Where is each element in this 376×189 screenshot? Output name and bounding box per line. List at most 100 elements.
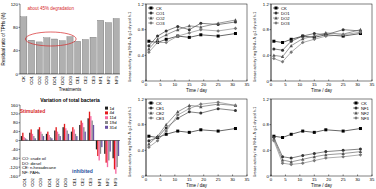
x-label: Time / day [311, 183, 333, 188]
x-tick-label: CE2 [80, 177, 85, 186]
legend-line [148, 13, 154, 14]
x-label: Time / day [186, 88, 208, 93]
marker [165, 29, 168, 32]
x-tick-label: 15 [187, 177, 192, 182]
x-tick [247, 175, 248, 177]
marker [341, 152, 344, 155]
bar [57, 132, 58, 141]
marker [234, 27, 238, 31]
x-tick-label: CE1 [72, 177, 77, 186]
bar [35, 138, 36, 140]
x-tick [357, 175, 358, 177]
legend-swatch [105, 116, 108, 119]
marker [281, 55, 284, 58]
x-tick-label: CK [21, 76, 26, 82]
marker [301, 161, 305, 165]
x-tick [285, 80, 286, 82]
bar [40, 132, 41, 141]
marker [165, 133, 168, 136]
bar [42, 134, 43, 141]
bar [51, 138, 52, 140]
x-tick-label: 5 [284, 177, 287, 182]
y-tick [19, 122, 21, 123]
legend-marker [275, 7, 278, 10]
panel: Urease activity / mg NH4+-N g-1 dry soil… [253, 97, 375, 189]
legend-marker [150, 102, 153, 105]
marker [156, 35, 159, 38]
x-tick [160, 80, 161, 82]
marker [281, 49, 284, 52]
x-tick-label: 10 [297, 177, 302, 182]
y-tick-label: 1.2 [263, 97, 270, 102]
bar [93, 125, 94, 141]
legend-marker [149, 21, 153, 25]
x-tick-label: CO2 [37, 75, 42, 84]
marker [188, 28, 191, 31]
marker [290, 40, 293, 43]
y-tick [19, 105, 21, 106]
y-tick-label: 0.4 [138, 53, 145, 58]
x-tick-label: DO2 [60, 75, 65, 84]
x-tick-label: CO3 [38, 177, 43, 186]
marker [147, 135, 150, 138]
x-tick [314, 175, 315, 177]
bar [96, 141, 97, 150]
marker [164, 129, 168, 133]
title: Variation of total bacteria [40, 97, 100, 103]
x-tick-label: CE1 [75, 75, 80, 84]
bar [90, 37, 96, 74]
marker [289, 50, 293, 54]
y-tick-label: -80 [12, 156, 19, 161]
marker [147, 142, 150, 145]
marker [342, 28, 345, 31]
bar [21, 17, 27, 74]
bar [89, 112, 90, 141]
y-tick-label: 80 [13, 25, 18, 30]
y-tick-label: 0.8 [263, 27, 270, 32]
y-tick [19, 50, 21, 51]
bar [71, 132, 72, 141]
x-tick-label: 0 [270, 82, 273, 87]
marker [234, 109, 237, 112]
marker [156, 134, 159, 137]
marker [341, 32, 344, 35]
marker [342, 149, 345, 152]
bar [46, 134, 47, 141]
marker [313, 34, 316, 37]
legend-line [273, 13, 279, 14]
x-tick-label: NF1 [98, 75, 103, 84]
line [149, 28, 236, 52]
x-tick [203, 80, 204, 82]
x-tick-label: 35 [245, 177, 250, 182]
line [274, 129, 361, 138]
x-tick-label: 30 [230, 82, 235, 87]
x-tick [232, 175, 233, 177]
y-label: Urease activity / mg NH4+-N g-1 dry soil… [253, 12, 257, 82]
x-tick-label: NF3 [113, 177, 118, 186]
x-tick [218, 175, 219, 177]
y-tick-label: 1.2 [138, 97, 145, 102]
x-tick [372, 80, 373, 82]
marker [176, 113, 180, 117]
x-tick-label: 10 [297, 82, 302, 87]
line [149, 20, 236, 49]
frame [271, 4, 372, 81]
marker [216, 21, 219, 24]
marker [199, 112, 202, 115]
marker [359, 127, 362, 130]
marker [272, 57, 276, 61]
legend-marker [149, 16, 152, 19]
y-tick-label: 0.8 [263, 122, 270, 127]
marker [217, 107, 220, 110]
x-tick [357, 80, 358, 82]
x-tick-label: 25 [341, 82, 346, 87]
x-tick-label: DO1 [52, 75, 57, 84]
marker [164, 41, 168, 45]
x-tick-label: 5 [284, 82, 287, 87]
x-tick-label: 15 [312, 82, 317, 87]
marker [312, 37, 316, 41]
bar [54, 131, 55, 141]
x-tick-label: NF2 [106, 75, 111, 84]
marker [324, 34, 328, 38]
bar [75, 134, 76, 141]
